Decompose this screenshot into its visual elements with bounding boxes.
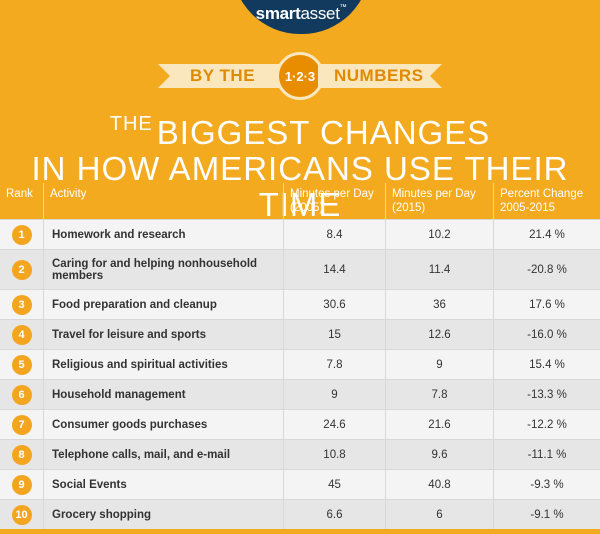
table-row: 7 Consumer goods purchases 24.6 21.6 -12.2 % — [0, 409, 600, 439]
header-minutes-2005: Minutes per Day (2005) — [284, 183, 386, 219]
rank-cell: 1 — [0, 220, 44, 249]
table-row: 1 Homework and research 8.4 10.2 21.4 % — [0, 219, 600, 249]
percent-change-cell: -20.8 % — [527, 263, 567, 276]
header-rank: Rank — [0, 183, 44, 219]
by-the-numbers-banner: BY THE 1·2·3 NUMBERS — [0, 49, 600, 100]
minutes-2005-cell: 10.8 — [284, 440, 386, 469]
percent-change-cell: -11.1 % — [527, 448, 567, 461]
percent-change-cell: -9.3 % — [530, 478, 564, 491]
rank-badge: 4 — [11, 324, 32, 345]
table-row: 4 Travel for leisure and sports 15 12.6 -16.… — [0, 319, 600, 349]
activity-cell: Telephone calls, mail, and e-mail — [44, 440, 284, 469]
rank-cell: 10 — [0, 500, 44, 529]
minutes-2005-cell: 8.4 — [284, 220, 386, 249]
minutes-2005-cell: 24.6 — [284, 410, 386, 439]
logo-brand-light: asset — [300, 4, 340, 23]
minutes-2005-cell: 14.4 — [284, 250, 386, 289]
percent-change-cell: 21.4 % — [529, 228, 565, 241]
percent-change-cell: 17.6 % — [529, 298, 565, 311]
minutes-2015-cell: 7.8 — [386, 380, 494, 409]
rank-badge: 1 — [11, 224, 32, 245]
minutes-2015-cell: 9.6 — [386, 440, 494, 469]
percent-change-cell: -16.0 % — [527, 328, 567, 341]
minutes-2005-cell: 9 — [284, 380, 386, 409]
minutes-2015-cell: 40.8 — [386, 470, 494, 499]
smartasset-logo: smartasset™ — [232, 0, 370, 34]
minutes-2015-cell: 36 — [386, 290, 494, 319]
rank-badge: 5 — [11, 354, 32, 375]
rank-cell: 8 — [0, 440, 44, 469]
rank-badge: 3 — [11, 294, 32, 315]
rank-badge: 2 — [11, 259, 32, 280]
activity-cell: Consumer goods purchases — [44, 410, 284, 439]
minutes-2015-cell: 10.2 — [386, 220, 494, 249]
minutes-2005-cell: 7.8 — [284, 350, 386, 379]
percent-change-cell: 15.4 % — [529, 358, 565, 371]
percent-change-cell: -9.1 % — [530, 508, 564, 521]
table-header: Rank Activity Minutes per Day (2005) Min… — [0, 183, 600, 219]
activity-cell: Religious and spiritual activities — [44, 350, 284, 379]
minutes-2015-cell: 6 — [386, 500, 494, 529]
header-activity: Activity — [44, 183, 284, 219]
activity-cell: Food preparation and cleanup — [44, 290, 284, 319]
rank-cell: 9 — [0, 470, 44, 499]
minutes-2005-cell: 30.6 — [284, 290, 386, 319]
table-body: 1 Homework and research 8.4 10.2 21.4 % 2 Cari… — [0, 219, 600, 529]
logo-brand-bold: smart — [255, 4, 301, 23]
banner-right-ribbon: NUMBERS — [318, 64, 442, 88]
numbers-badge-icon: 1·2·3 — [276, 52, 324, 100]
minutes-2015-cell: 21.6 — [386, 410, 494, 439]
rank-badge: 8 — [11, 444, 32, 465]
minutes-2015-cell: 9 — [386, 350, 494, 379]
percent-change-cell: -12.2 % — [527, 418, 567, 431]
minutes-2005-cell: 45 — [284, 470, 386, 499]
header-minutes-2015: Minutes per Day (2015) — [386, 183, 494, 219]
activity-cell: Travel for leisure and sports — [44, 320, 284, 349]
table-row: 8 Telephone calls, mail, and e-mail 10.8 9.… — [0, 439, 600, 469]
rank-cell: 7 — [0, 410, 44, 439]
page-title: THE BIGGEST CHANGES IN HOW AMERICANS USE … — [0, 106, 600, 223]
rank-cell: 2 — [0, 250, 44, 289]
minutes-2005-cell: 15 — [284, 320, 386, 349]
rank-badge: 6 — [11, 384, 32, 405]
title-line-1: BIGGEST CHANGES — [156, 114, 491, 151]
title-prefix: THE — [109, 113, 153, 135]
table-row: 9 Social Events 45 40.8 -9.3 % — [0, 469, 600, 499]
rank-badge: 7 — [11, 414, 32, 435]
table-row: 3 Food preparation and cleanup 30.6 36 17.6 … — [0, 289, 600, 319]
banner-left-ribbon: BY THE — [158, 64, 280, 88]
minutes-2015-cell: 12.6 — [386, 320, 494, 349]
table-row: 10 Grocery shopping 6.6 6 -9.1 % — [0, 499, 600, 529]
rank-cell: 3 — [0, 290, 44, 319]
logo-trademark: ™ — [339, 4, 347, 11]
title-line-2: IN HOW AMERICANS USE THEIR TIME — [31, 150, 569, 223]
minutes-2015-cell: 11.4 — [386, 250, 494, 289]
activity-cell: Grocery shopping — [44, 500, 284, 529]
rank-badge: 9 — [11, 474, 32, 495]
activity-cell: Social Events — [44, 470, 284, 499]
rank-cell: 6 — [0, 380, 44, 409]
activity-cell: Homework and research — [44, 220, 284, 249]
rank-cell: 5 — [0, 350, 44, 379]
rank-badge: 10 — [11, 504, 32, 525]
activity-cell: Caring for and helping nonhousehold memb… — [44, 250, 284, 289]
activity-cell: Household management — [44, 380, 284, 409]
table-row: 2 Caring for and helping nonhousehold mem… — [0, 249, 600, 289]
minutes-2005-cell: 6.6 — [284, 500, 386, 529]
header-percent-change: Percent Change 2005-2015 — [500, 188, 584, 214]
table-row: 5 Religious and spiritual activities 7.8 9 1… — [0, 349, 600, 379]
rank-cell: 4 — [0, 320, 44, 349]
percent-change-cell: -13.3 % — [527, 388, 567, 401]
time-use-table: Rank Activity Minutes per Day (2005) Min… — [0, 183, 600, 529]
table-row: 6 Household management 9 7.8 -13.3 % — [0, 379, 600, 409]
